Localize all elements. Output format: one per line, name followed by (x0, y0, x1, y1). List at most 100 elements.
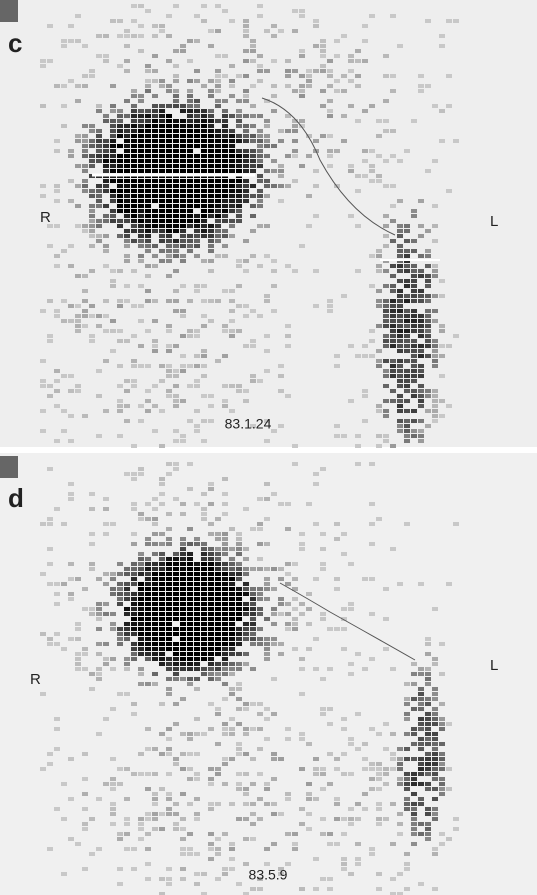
count-pixel (110, 279, 116, 283)
count-pixel (313, 472, 319, 476)
count-pixel (103, 657, 109, 661)
count-pixel (362, 389, 368, 393)
count-pixel (180, 542, 186, 546)
count-pixel (187, 587, 193, 591)
count-pixel (418, 199, 424, 203)
count-pixel (159, 532, 165, 536)
count-pixel (236, 199, 242, 203)
count-pixel (82, 274, 88, 278)
count-pixel (117, 767, 123, 771)
count-pixel (432, 349, 438, 353)
count-pixel (208, 79, 214, 83)
count-pixel (187, 199, 193, 203)
count-pixel (159, 444, 165, 448)
count-pixel (180, 612, 186, 616)
count-pixel (418, 319, 424, 323)
count-pixel (250, 49, 256, 53)
count-pixel (166, 797, 172, 801)
count-pixel (201, 194, 207, 198)
count-pixel (222, 214, 228, 218)
count-pixel (131, 239, 137, 243)
count-pixel (397, 314, 403, 318)
count-pixel (229, 652, 235, 656)
count-pixel (383, 74, 389, 78)
count-pixel (208, 502, 214, 506)
count-pixel (229, 319, 235, 323)
count-pixel (138, 617, 144, 621)
count-pixel (208, 582, 214, 586)
count-pixel (264, 737, 270, 741)
count-pixel (250, 339, 256, 343)
count-pixel (285, 344, 291, 348)
count-pixel (355, 802, 361, 806)
count-pixel (173, 134, 179, 138)
count-pixel (201, 517, 207, 521)
count-pixel (229, 219, 235, 223)
count-pixel (89, 687, 95, 691)
count-pixel (145, 747, 151, 751)
count-pixel (257, 149, 263, 153)
count-pixel (173, 199, 179, 203)
count-pixel (404, 374, 410, 378)
count-pixel (103, 329, 109, 333)
count-pixel (320, 772, 326, 776)
count-pixel (243, 199, 249, 203)
count-pixel (194, 717, 200, 721)
count-pixel (327, 149, 333, 153)
count-pixel (355, 862, 361, 866)
count-pixel (152, 562, 158, 566)
count-pixel (418, 797, 424, 801)
count-pixel (390, 309, 396, 313)
count-pixel (180, 587, 186, 591)
count-pixel (404, 369, 410, 373)
count-pixel (68, 24, 74, 28)
count-pixel (138, 304, 144, 308)
count-pixel (376, 517, 382, 521)
count-pixel (187, 234, 193, 238)
count-pixel (201, 179, 207, 183)
count-pixel (425, 324, 431, 328)
count-pixel (390, 842, 396, 846)
count-pixel (229, 114, 235, 118)
count-pixel (201, 134, 207, 138)
count-pixel (208, 657, 214, 661)
count-pixel (397, 229, 403, 233)
count-pixel (271, 94, 277, 98)
count-pixel (425, 767, 431, 771)
count-pixel (257, 224, 263, 228)
count-pixel (131, 612, 137, 616)
count-pixel (299, 612, 305, 616)
count-pixel (411, 707, 417, 711)
count-pixel (187, 419, 193, 423)
count-pixel (124, 622, 130, 626)
count-pixel (82, 184, 88, 188)
count-pixel (236, 882, 242, 886)
count-pixel (439, 792, 445, 796)
count-pixel (418, 289, 424, 293)
count-pixel (222, 119, 228, 123)
count-pixel (229, 687, 235, 691)
count-pixel (215, 652, 221, 656)
count-pixel (432, 404, 438, 408)
count-pixel (75, 662, 81, 666)
count-pixel (201, 299, 207, 303)
count-pixel (187, 637, 193, 641)
count-pixel (348, 742, 354, 746)
count-pixel (299, 822, 305, 826)
count-pixel (124, 254, 130, 258)
count-pixel (124, 582, 130, 586)
count-pixel (215, 712, 221, 716)
count-pixel (152, 344, 158, 348)
count-pixel (376, 179, 382, 183)
count-pixel (278, 502, 284, 506)
count-pixel (159, 129, 165, 133)
count-pixel (89, 154, 95, 158)
count-pixel (82, 124, 88, 128)
count-pixel (152, 507, 158, 511)
count-pixel (348, 737, 354, 741)
count-pixel (236, 164, 242, 168)
count-pixel (138, 592, 144, 596)
count-pixel (180, 602, 186, 606)
count-pixel (271, 612, 277, 616)
count-pixel (271, 309, 277, 313)
